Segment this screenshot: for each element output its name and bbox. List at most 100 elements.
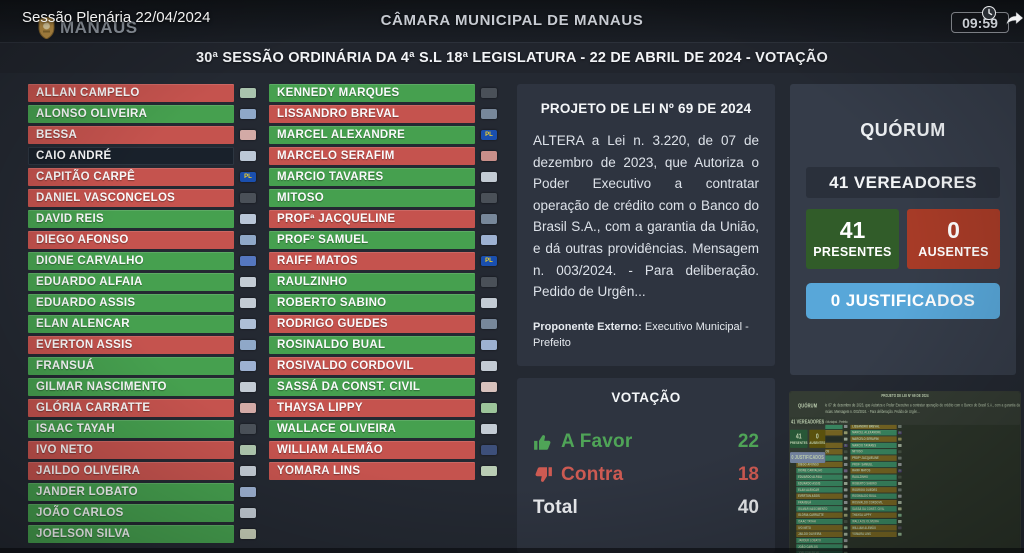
member-name: JOELSON SILVA <box>36 528 131 540</box>
quorum-card: QUÓRUM 41 VEREADORES 41 PRESENTES 0 AUSE… <box>790 84 1016 375</box>
party-badge-icon <box>481 172 497 182</box>
member-row: WALLACE OLIVEIRA <box>269 420 497 438</box>
party-badge-icon <box>481 193 497 203</box>
member-name: MARCIO TAVARES <box>277 171 384 183</box>
member-name: BESSA <box>36 129 78 141</box>
session-overlay-label: Sessão Plenária 22/04/2024 <box>22 9 211 26</box>
header-bar: MANAUS CÂMARA MUNICIPAL DE MANAUS <box>0 0 1024 42</box>
vote-bar-contra: RAIFF MATOS <box>269 252 475 270</box>
party-badge-icon <box>240 319 256 329</box>
party-badge-icon <box>481 151 497 161</box>
vote-bar-favor: GILMAR NASCIMENTO <box>28 378 234 396</box>
party-badge-icon <box>240 340 256 350</box>
vote-bar-none: CAIO ANDRÉ <box>28 147 234 165</box>
ausentes-box: 0 AUSENTES <box>907 209 1000 269</box>
contra-count: 18 <box>737 463 759 485</box>
member-row: THAYSA LIPPY <box>269 399 497 417</box>
vote-bar-favor: MARCIO TAVARES <box>269 168 475 186</box>
member-name: EDUARDO ASSIS <box>36 297 136 309</box>
project-proponent: Proponente Externo: Executivo Municipal … <box>533 319 759 352</box>
member-row: DIEGO AFONSO <box>28 231 256 249</box>
member-row: ALLAN CAMPELO <box>28 84 256 102</box>
member-name: WILLIAM ALEMÃO <box>277 444 383 456</box>
project-card: PROJETO DE LEI Nº 69 DE 2024 ALTERA a Le… <box>517 84 775 366</box>
member-row: YOMARA LINS <box>269 462 497 480</box>
project-body: ALTERA a Lei n. 3.220, de 07 de dezembro… <box>533 133 759 300</box>
member-row: SASSÁ DA CONST. CIVIL <box>269 378 497 396</box>
member-row: BESSA <box>28 126 256 144</box>
thumbs-up-icon <box>533 432 553 452</box>
member-row: FRANSUÁ <box>28 357 256 375</box>
chamber-title: CÂMARA MUNICIPAL DE MANAUS <box>380 12 644 29</box>
vereadores-total-box: 41 VEREADORES <box>806 167 1000 198</box>
justificados-box: 0 JUSTIFICADOS <box>806 283 1000 319</box>
party-badge-icon <box>240 235 256 245</box>
member-row: CAIO ANDRÉ <box>28 147 256 165</box>
member-name: MARCELO SERAFIM <box>277 150 395 162</box>
party-badge-icon <box>240 466 256 476</box>
member-row: RODRIGO GUEDES <box>269 315 497 333</box>
vote-bar-contra: THAYSA LIPPY <box>269 399 475 417</box>
member-name: LISSANDRO BREVAL <box>277 108 400 120</box>
share-arrow-icon[interactable] <box>1005 9 1024 26</box>
member-name: ISAAC TAYAH <box>36 423 115 435</box>
member-row: PROFº SAMUEL <box>269 231 497 249</box>
vote-bar-contra: RODRIGO GUEDES <box>269 315 475 333</box>
party-badge-icon <box>240 487 256 497</box>
member-name: MITOSO <box>277 192 324 204</box>
party-badge-icon <box>481 298 497 308</box>
party-badge-icon <box>240 382 256 392</box>
party-badge-icon <box>481 319 497 329</box>
pip-preview: MANAUS CÂMARA MUNICIPAL DE MANAUS 30ª SE… <box>790 392 1020 553</box>
thumbs-down-icon <box>533 465 553 485</box>
vote-bar-favor: WALLACE OLIVEIRA <box>269 420 475 438</box>
party-badge-icon <box>240 508 256 518</box>
vote-bar-favor: ISAAC TAYAH <box>28 420 234 438</box>
member-row: ROBERTO SABINO <box>269 294 497 312</box>
vote-bar-contra: CAPITÃO CARPÊ <box>28 168 234 186</box>
member-name: JAILDO OLIVEIRA <box>36 465 141 477</box>
proponent-value: Executivo Municipal - Prefeito <box>533 320 749 350</box>
member-name: IVO NETO <box>36 444 94 456</box>
members-column-1: ALLAN CAMPELO ALONSO OLIVEIRA BESSA CAIO AN… <box>28 84 256 543</box>
vote-bar-favor: DAVID REIS <box>28 210 234 228</box>
member-row: DAVID REIS <box>28 210 256 228</box>
time-chip[interactable]: 09:59 <box>951 12 1009 33</box>
party-badge-icon <box>240 88 256 98</box>
party-badge-icon <box>481 235 497 245</box>
member-row: ROSINALDO BUAL <box>269 336 497 354</box>
vote-bar-favor: MARCEL ALEXANDRE <box>269 126 475 144</box>
member-name: JOÃO CARLOS <box>36 507 124 519</box>
party-badge-icon <box>240 361 256 371</box>
total-row: Total 40 <box>533 495 759 520</box>
vote-bar-contra: LISSANDRO BREVAL <box>269 105 475 123</box>
vote-bar-favor: KENNEDY MARQUES <box>269 84 475 102</box>
member-name: ROSIVALDO CORDOVIL <box>277 360 414 372</box>
member-row: JAILDO OLIVEIRA <box>28 462 256 480</box>
member-row: RAULZINHO <box>269 273 497 291</box>
member-name: DIEGO AFONSO <box>36 234 129 246</box>
member-name: GILMAR NASCIMENTO <box>36 381 167 393</box>
party-badge-icon <box>481 424 497 434</box>
vote-bar-favor: PROFº SAMUEL <box>269 231 475 249</box>
vote-bar-contra: ALLAN CAMPELO <box>28 84 234 102</box>
member-name: GLÓRIA CARRATTE <box>36 402 151 414</box>
member-name: PROFº SAMUEL <box>277 234 369 246</box>
party-badge-icon <box>240 130 256 140</box>
vote-bar-favor: EDUARDO ASSIS <box>28 294 234 312</box>
party-badge-icon <box>481 466 497 476</box>
party-badge-icon <box>481 214 497 224</box>
voting-title: VOTAÇÃO <box>611 390 681 405</box>
member-name: RAIFF MATOS <box>277 255 358 267</box>
vote-bar-contra: EVERTON ASSIS <box>28 336 234 354</box>
member-row: WILLIAM ALEMÃO <box>269 441 497 459</box>
clock-icon <box>982 6 996 20</box>
member-row: EVERTON ASSIS <box>28 336 256 354</box>
member-name: DAVID REIS <box>36 213 104 225</box>
party-badge-icon <box>481 88 497 98</box>
vote-bar-favor: JOÃO CARLOS <box>28 504 234 522</box>
contra-row: Contra 18 <box>533 462 759 487</box>
member-name: ELAN ALENCAR <box>36 318 130 330</box>
